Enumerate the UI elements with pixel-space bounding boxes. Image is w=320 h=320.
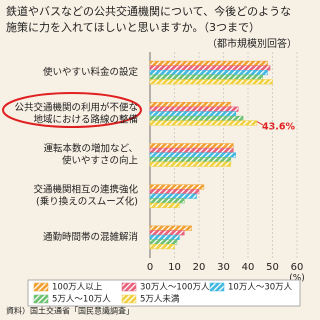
x-tick-label: 20 [193,262,206,273]
bar [149,120,258,126]
bar [149,193,197,199]
bar [149,60,268,66]
y-tick-label: 地域における路線の整備 [33,113,138,125]
bar [149,234,180,240]
annotation-pointer [255,120,264,126]
legend-swatch [209,282,225,292]
bar [149,239,178,245]
legend-box [27,279,301,307]
legend-swatch [121,282,137,292]
x-axis-label: (%) [289,274,305,284]
y-tick-label: 使いやすさの向上 [62,155,139,167]
bar [149,189,200,195]
bar [149,143,234,149]
bar [149,79,273,85]
legend-swatch [33,282,49,292]
bar [149,202,180,208]
x-tick-label: 40 [242,262,255,273]
bar [149,65,271,71]
legend-swatch [121,294,137,304]
y-tick-label: 通勤時間帯の混雑解消 [43,231,138,243]
bar [149,157,232,163]
y-tick-label: 運転本数の増加など、 [43,143,138,155]
y-tick-label: 公共交通機関の利用が不便な [14,101,138,113]
legend-label: 100万人以上 [52,283,103,293]
bar [149,244,175,250]
legend-swatch [33,294,49,304]
annotation: 43.6% [262,122,295,133]
x-tick-label: 30 [217,262,230,273]
bar [149,147,234,153]
y-tick-label: (乗り換えのスムーズ化) [36,196,138,208]
legend-label: 5万人～10万人 [52,295,111,305]
y-tick-label: 交通機関相互の連携強化 [33,184,138,196]
bar [149,106,239,112]
highlight-ellipse [2,92,142,128]
legend-label: 10万人～30万人 [228,283,293,293]
x-tick-label: 10 [168,262,181,273]
chart-title: 施策に力を入れてほしいと思いますか。（3つまで） [6,20,260,34]
chart-title: 鉄道やバスなどの公共交通機関について、今後どのような [6,4,291,18]
x-tick-label: 0 [147,262,153,273]
x-tick-label: 60 [291,262,304,273]
bar [149,225,192,231]
bar [149,111,236,117]
bar [149,152,236,158]
bar [149,102,232,108]
bar [149,70,268,76]
legend-label: 5万人未満 [140,294,180,305]
bar [149,230,185,236]
bar [149,74,263,80]
legend-label: 30万人～100万人 [140,283,210,293]
source: 資料）国土交通省「国民意識調査」 [6,306,134,316]
chart: 鉄道やバスなどの公共交通機関について、今後どのような 施策に力を入れてほしいと思… [2,4,305,316]
chart-subtitle: （都市規模別回答） [207,37,297,50]
x-tick-label: 50 [266,262,279,273]
y-tick-label: 使いやすい料金の設定 [43,66,139,78]
bar [149,161,232,167]
bar [149,115,244,121]
bar [149,184,205,190]
bar [149,198,185,204]
